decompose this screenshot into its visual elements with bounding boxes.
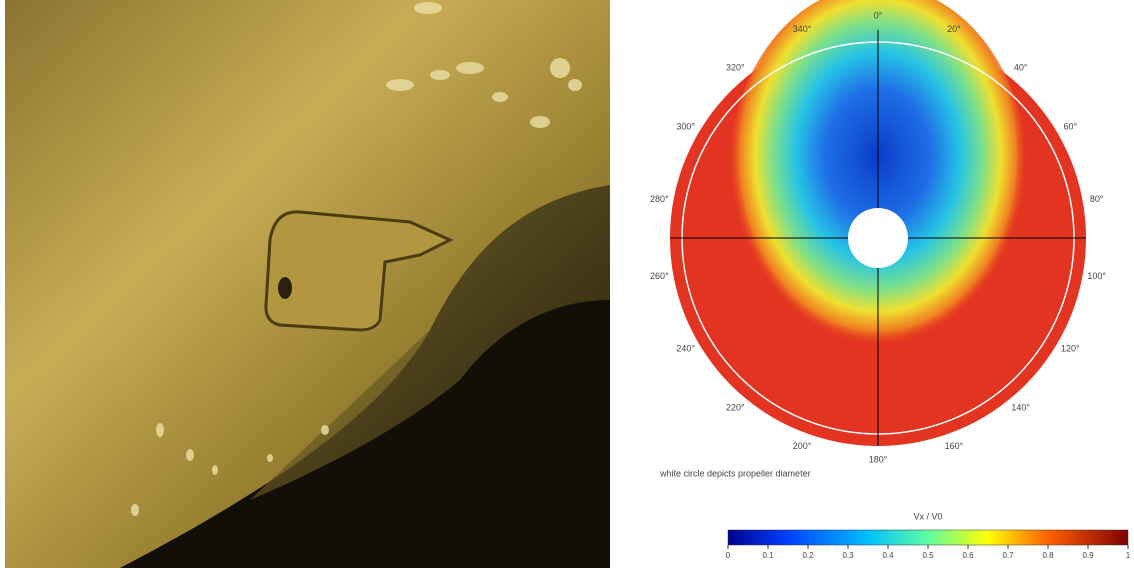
tick-label: 0.5 [922,551,934,560]
angle-label: 20° [947,24,961,34]
angle-label: 0° [874,10,883,20]
colorbar: Vx / V0 0 0.1 0.2 0.3 0.4 0.5 0.6 0.7 0.8 0.9 1 [726,511,1131,560]
angle-label: 80° [1090,194,1104,204]
angle-label: 260° [650,271,669,281]
angle-label: 180° [869,454,888,464]
tick-label: 1 [1126,551,1131,560]
angle-label: 160° [945,441,964,451]
tick-label: 0.8 [1042,551,1054,560]
page: {"plot": { "angle_labels": ["0°", "20°",… [0,0,1134,568]
angle-label: 340° [793,24,812,34]
tick-label: 0.4 [882,551,894,560]
note: white circle depicts propeller diameter [659,468,811,478]
angle-label: 60° [1063,121,1077,131]
tick-label: 0.2 [802,551,814,560]
angle-label: 300° [676,121,695,131]
tick-label: 0.1 [762,551,774,560]
angle-label: 120° [1061,343,1080,353]
angle-label: 280° [650,194,669,204]
angle-label: 220° [726,402,745,412]
hub [848,208,908,268]
angle-label: 240° [676,343,695,353]
angle-label: 40° [1014,62,1028,72]
tick-label: 0.9 [1082,551,1094,560]
tick-label: 0.3 [842,551,854,560]
photo [5,0,610,568]
polar-plot: white circle depicts propeller diameter … [650,0,1106,478]
angle-label: 320° [726,62,745,72]
figure: white circle depicts propeller diameter … [0,0,1134,568]
angle-label: 200° [793,441,812,451]
tick-label: 0.7 [1002,551,1014,560]
angle-label: 140° [1011,402,1030,412]
colorbar-scale [728,530,1128,545]
tick-label: 0.6 [962,551,974,560]
angle-label: 100° [1087,271,1106,281]
colorbar-label: Vx / V0 [913,511,942,521]
tick-label: 0 [726,551,731,560]
